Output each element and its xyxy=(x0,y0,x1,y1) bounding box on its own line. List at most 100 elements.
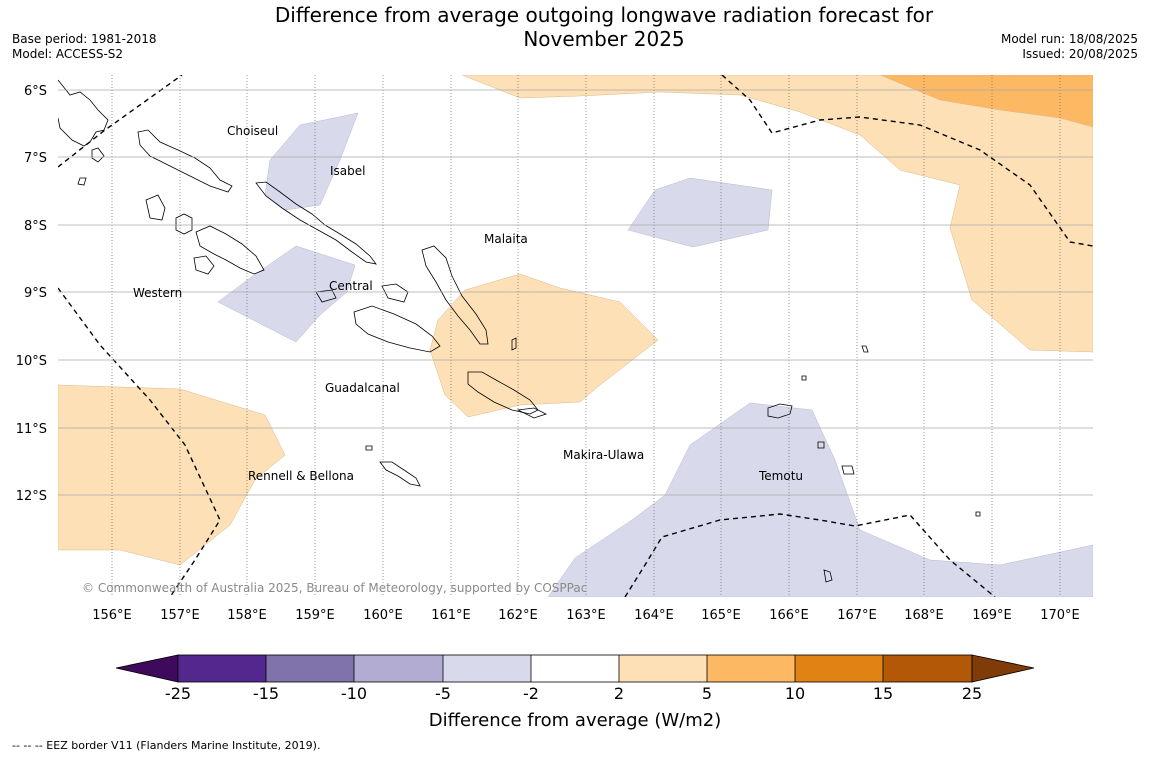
lon-label: 165°E xyxy=(701,608,741,623)
lon-label: 169°E xyxy=(972,608,1012,623)
lon-label: 161°E xyxy=(431,608,471,623)
lon-label: 162°E xyxy=(498,608,538,623)
island-outline xyxy=(193,255,215,275)
lon-label: 157°E xyxy=(160,608,200,623)
lat-label: 10°S xyxy=(16,354,47,369)
island-outline xyxy=(516,407,548,419)
island-outline xyxy=(379,461,421,487)
colorbar-extend-high xyxy=(971,654,1035,683)
island-outline xyxy=(353,305,441,353)
island-outline xyxy=(975,511,981,517)
eez-legend-note: -- -- -- EEZ border V11 (Flanders Marine… xyxy=(12,739,321,752)
anomaly-shading xyxy=(58,75,1093,597)
title-line-1: Difference from average outgoing longwav… xyxy=(274,3,934,27)
island-outline xyxy=(421,245,489,345)
colorbar-swatch xyxy=(883,655,972,682)
map-title: Difference from average outgoing longwav… xyxy=(0,3,1150,51)
issued-text: Issued: 20/08/2025 xyxy=(1022,47,1138,61)
region-label-makira-ulawa: Makira-Ulawa xyxy=(563,448,644,462)
eez-border-line xyxy=(58,287,221,597)
island-outline xyxy=(195,225,265,275)
model-run-text: Model run: 18/08/2025 xyxy=(1000,32,1138,46)
island-outline xyxy=(175,213,193,235)
meta-right: Model run: 18/08/2025 Issued: 20/08/2025 xyxy=(1001,32,1138,62)
anomaly-area-positive xyxy=(58,384,286,566)
colorbar-swatch xyxy=(531,655,619,682)
island-outline xyxy=(145,194,166,221)
lon-label: 156°E xyxy=(92,608,132,623)
meta-left: Base period: 1981-2018 Model: ACCESS-S2 xyxy=(12,32,157,62)
lat-label: 11°S xyxy=(16,422,47,437)
meridian-lines xyxy=(111,75,1061,597)
region-label-central: Central xyxy=(329,279,373,293)
island-outline xyxy=(77,177,87,186)
region-label-western: Western xyxy=(133,286,182,300)
lon-label: 163°E xyxy=(566,608,606,623)
island-outline xyxy=(137,129,233,193)
base-period-text: Base period: 1981-2018 xyxy=(12,32,157,46)
map-panel: 6°S 7°S 8°S 9°S 10°S 11°S 12°S 156°E 157… xyxy=(16,75,1093,623)
longitude-labels: 156°E 157°E 158°E 159°E 160°E 161°E 162°… xyxy=(92,608,1080,623)
colorbar: -25 -15 -10 -5 -2 2 5 10 15 25 Differenc… xyxy=(115,654,1035,731)
colorbar-tick-label: -25 xyxy=(165,684,191,703)
island-outline xyxy=(255,181,377,265)
coastlines xyxy=(58,79,981,583)
lon-label: 160°E xyxy=(363,608,403,623)
region-label-isabel: Isabel xyxy=(330,164,365,178)
region-label-temotu: Temotu xyxy=(758,469,803,483)
colorbar-tick-label: -2 xyxy=(523,684,539,703)
island-outline xyxy=(801,375,807,381)
island-outline xyxy=(381,283,409,303)
eez-border-line xyxy=(624,513,996,597)
island-outline xyxy=(365,445,373,451)
colorbar-title: Difference from average (W/m2) xyxy=(429,710,721,731)
anomaly-area-positive xyxy=(461,75,1093,353)
region-label-rennell-bellona: Rennell & Bellona xyxy=(248,469,354,483)
colorbar-swatch xyxy=(795,655,883,682)
colorbar-dividers xyxy=(265,655,884,682)
colorbar-tick-label: 5 xyxy=(702,684,712,703)
colorbar-tick-label: 15 xyxy=(873,684,893,703)
colorbar-tick-labels: -25 -15 -10 -5 -2 2 5 10 15 25 xyxy=(165,684,982,703)
lon-label: 167°E xyxy=(837,608,877,623)
colorbar-swatch xyxy=(178,655,266,682)
lon-label: 159°E xyxy=(295,608,335,623)
island-outline xyxy=(817,441,825,449)
lat-label: 9°S xyxy=(24,286,47,301)
colorbar-tick-label: -10 xyxy=(341,684,367,703)
lat-label: 7°S xyxy=(24,151,47,166)
latitude-labels: 6°S 7°S 8°S 9°S 10°S 11°S 12°S xyxy=(16,84,47,504)
island-outline xyxy=(767,403,793,419)
region-label-choiseul: Choiseul xyxy=(227,124,278,138)
colorbar-swatch xyxy=(266,655,354,682)
lon-label: 168°E xyxy=(904,608,944,623)
eez-border-line xyxy=(721,75,1093,247)
lat-label: 8°S xyxy=(24,219,47,234)
parallel-lines xyxy=(58,89,1093,496)
copyright-text: © Commonwealth of Australia 2025, Bureau… xyxy=(82,581,587,595)
colorbar-tick-label: -15 xyxy=(253,684,279,703)
colorbar-swatch xyxy=(443,655,531,682)
lon-label: 166°E xyxy=(769,608,809,623)
island-outline xyxy=(511,337,517,351)
island-outline xyxy=(315,289,337,303)
colorbar-swatch xyxy=(354,655,443,682)
island-outline xyxy=(861,345,869,353)
anomaly-area-negative xyxy=(547,402,1093,597)
colorbar-tick-label: 25 xyxy=(962,684,982,703)
lon-label: 170°E xyxy=(1040,608,1080,623)
colorbar-extend-low xyxy=(115,654,179,683)
island-outline xyxy=(823,569,833,583)
island-outline xyxy=(58,79,109,147)
gridlines xyxy=(58,75,1093,597)
model-text: Model: ACCESS-S2 xyxy=(12,47,124,61)
region-label-guadalcanal: Guadalcanal xyxy=(325,381,400,395)
colorbar-swatch xyxy=(707,655,795,682)
region-label-malaita: Malaita xyxy=(484,232,528,246)
colorbar-swatch xyxy=(619,655,707,682)
colorbar-frame xyxy=(177,654,973,683)
island-outline xyxy=(467,371,539,415)
anomaly-area-positive xyxy=(429,273,659,418)
colorbar-tick-label: 10 xyxy=(785,684,805,703)
colorbar-tick-label: -5 xyxy=(435,684,451,703)
